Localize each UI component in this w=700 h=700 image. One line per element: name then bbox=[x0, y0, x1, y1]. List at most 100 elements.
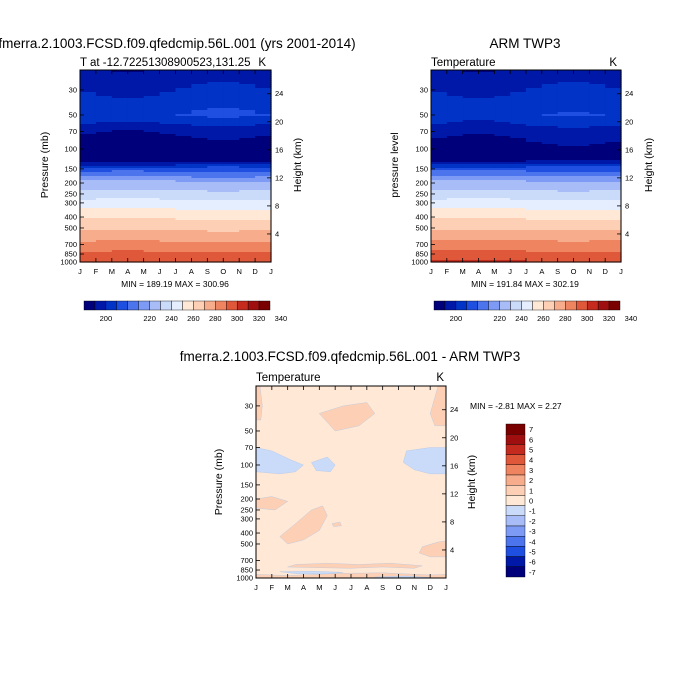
contour-cell bbox=[127, 240, 145, 243]
contour-cell bbox=[127, 86, 145, 89]
contour-cell bbox=[462, 126, 480, 129]
contour-cell bbox=[191, 156, 208, 159]
contour-cell bbox=[80, 214, 97, 217]
contour-cell bbox=[494, 94, 511, 97]
contour-cell bbox=[589, 170, 606, 173]
contour-cell bbox=[446, 188, 464, 191]
contour-cell bbox=[526, 150, 543, 153]
contour-cell bbox=[462, 234, 480, 237]
contour-cell bbox=[223, 172, 240, 175]
contour-cell bbox=[589, 246, 606, 249]
contour-cell bbox=[223, 246, 240, 249]
contour-cell bbox=[526, 80, 543, 83]
contour-cell bbox=[111, 236, 129, 239]
contour-cell bbox=[557, 108, 575, 111]
contour-cell bbox=[494, 108, 511, 111]
contour-cell bbox=[143, 160, 161, 163]
contour-cell bbox=[605, 154, 622, 157]
contour-cell bbox=[143, 106, 161, 109]
contour-cell bbox=[510, 222, 527, 225]
contour-cell bbox=[431, 242, 448, 245]
contour-cell bbox=[526, 212, 543, 215]
contour-cell bbox=[207, 72, 224, 75]
contour-cell bbox=[431, 96, 448, 99]
contour-cell bbox=[541, 214, 559, 217]
contour-cell bbox=[589, 126, 606, 129]
contour-cell bbox=[462, 164, 480, 167]
contour-cell bbox=[143, 72, 161, 75]
contour-cell bbox=[143, 196, 161, 199]
contour-cell bbox=[239, 76, 256, 79]
contour-cell bbox=[95, 96, 113, 99]
contour-cell bbox=[143, 230, 161, 233]
contour-cell bbox=[111, 198, 129, 201]
contour-cell bbox=[510, 214, 527, 217]
contour-cell bbox=[95, 70, 113, 73]
contour-cell bbox=[207, 228, 224, 231]
contour-cell bbox=[510, 220, 527, 223]
contour-cell bbox=[255, 238, 272, 241]
contour-cell bbox=[95, 240, 113, 243]
y-tick-label: 150 bbox=[240, 480, 253, 489]
contour-cell bbox=[478, 228, 495, 231]
contour-cell bbox=[207, 146, 224, 149]
colorbar-box bbox=[105, 300, 118, 311]
contour-cell bbox=[446, 78, 464, 81]
contour-cell bbox=[223, 100, 240, 103]
contour-cell bbox=[446, 134, 464, 137]
contour-cell bbox=[191, 180, 208, 183]
contour-cell bbox=[111, 182, 129, 185]
contour-cell bbox=[159, 208, 177, 211]
contour-cell bbox=[80, 124, 97, 127]
contour-cell bbox=[191, 158, 208, 161]
contour-cell bbox=[462, 158, 480, 161]
contour-cell bbox=[143, 142, 161, 145]
contour-cell bbox=[80, 234, 97, 237]
contour-cell bbox=[557, 208, 575, 211]
contour-cell bbox=[605, 94, 622, 97]
contour-cell bbox=[223, 70, 240, 73]
contour-cell bbox=[605, 248, 622, 251]
contour-cell bbox=[589, 258, 606, 261]
contour-cell bbox=[541, 116, 559, 119]
contour-cell bbox=[526, 170, 543, 173]
contour-cell bbox=[191, 72, 208, 75]
contour-cell bbox=[95, 260, 113, 263]
contour-cell bbox=[127, 116, 145, 119]
contour-cell bbox=[510, 194, 527, 197]
contour-cell bbox=[143, 152, 161, 155]
contour-cell bbox=[431, 88, 448, 91]
colorbar-box bbox=[543, 300, 555, 311]
contour-cell bbox=[223, 186, 240, 189]
contour-cell bbox=[510, 154, 527, 157]
contour-cell bbox=[175, 132, 193, 135]
contour-cell bbox=[526, 254, 543, 257]
contour-cell bbox=[223, 258, 240, 261]
contour-cell bbox=[143, 184, 161, 187]
contour-cell bbox=[462, 142, 480, 145]
contour-cell bbox=[573, 156, 590, 159]
contour-cell bbox=[127, 154, 145, 157]
contour-cell bbox=[175, 170, 193, 173]
contour-cell bbox=[589, 182, 606, 185]
contour-cell bbox=[191, 176, 208, 179]
contour-cell bbox=[446, 256, 464, 259]
contour-cell bbox=[431, 90, 448, 93]
contour-cell bbox=[605, 114, 622, 117]
contour-cell bbox=[494, 192, 511, 195]
contour-cell bbox=[143, 144, 161, 147]
contour-cell bbox=[207, 256, 224, 259]
contour-cell bbox=[510, 122, 527, 125]
contour-cell bbox=[223, 240, 240, 243]
contour-cell bbox=[526, 238, 543, 241]
contour-cell bbox=[462, 218, 480, 221]
contour-cell bbox=[175, 134, 193, 137]
contour-cell bbox=[191, 182, 208, 185]
contour-cell bbox=[95, 250, 113, 253]
contour-cell bbox=[255, 194, 272, 197]
contour-cell bbox=[255, 98, 272, 101]
contour-cell bbox=[111, 96, 129, 99]
contour-cell bbox=[541, 112, 559, 115]
contour-cell bbox=[80, 186, 97, 189]
contour-cell bbox=[255, 224, 272, 227]
